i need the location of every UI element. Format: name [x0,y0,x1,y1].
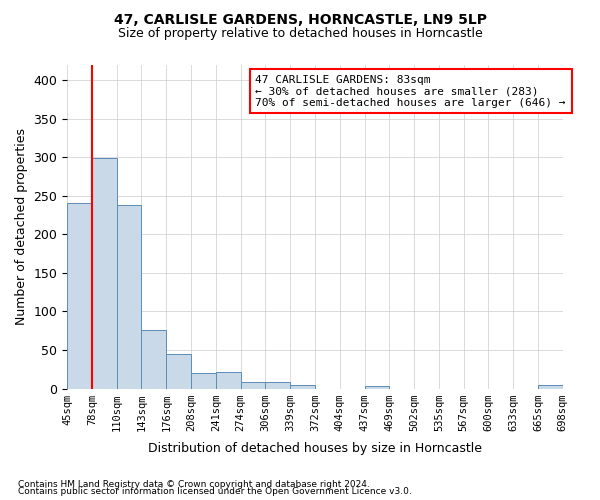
Text: Contains public sector information licensed under the Open Government Licence v3: Contains public sector information licen… [18,487,412,496]
Bar [538,386,563,388]
Bar [290,386,315,388]
Bar [166,354,191,388]
Bar [191,373,216,388]
Bar [216,372,241,388]
Bar [265,382,290,388]
Bar [92,158,117,388]
Y-axis label: Number of detached properties: Number of detached properties [15,128,28,326]
Bar [241,382,265,388]
X-axis label: Distribution of detached houses by size in Horncastle: Distribution of detached houses by size … [148,442,482,455]
Text: 47 CARLISLE GARDENS: 83sqm
← 30% of detached houses are smaller (283)
70% of sem: 47 CARLISLE GARDENS: 83sqm ← 30% of deta… [256,74,566,108]
Bar [142,330,166,388]
Bar [67,203,92,388]
Text: Size of property relative to detached houses in Horncastle: Size of property relative to detached ho… [118,28,482,40]
Bar [117,205,142,388]
Bar [365,386,389,388]
Text: 47, CARLISLE GARDENS, HORNCASTLE, LN9 5LP: 47, CARLISLE GARDENS, HORNCASTLE, LN9 5L… [113,12,487,26]
Text: Contains HM Land Registry data © Crown copyright and database right 2024.: Contains HM Land Registry data © Crown c… [18,480,370,489]
